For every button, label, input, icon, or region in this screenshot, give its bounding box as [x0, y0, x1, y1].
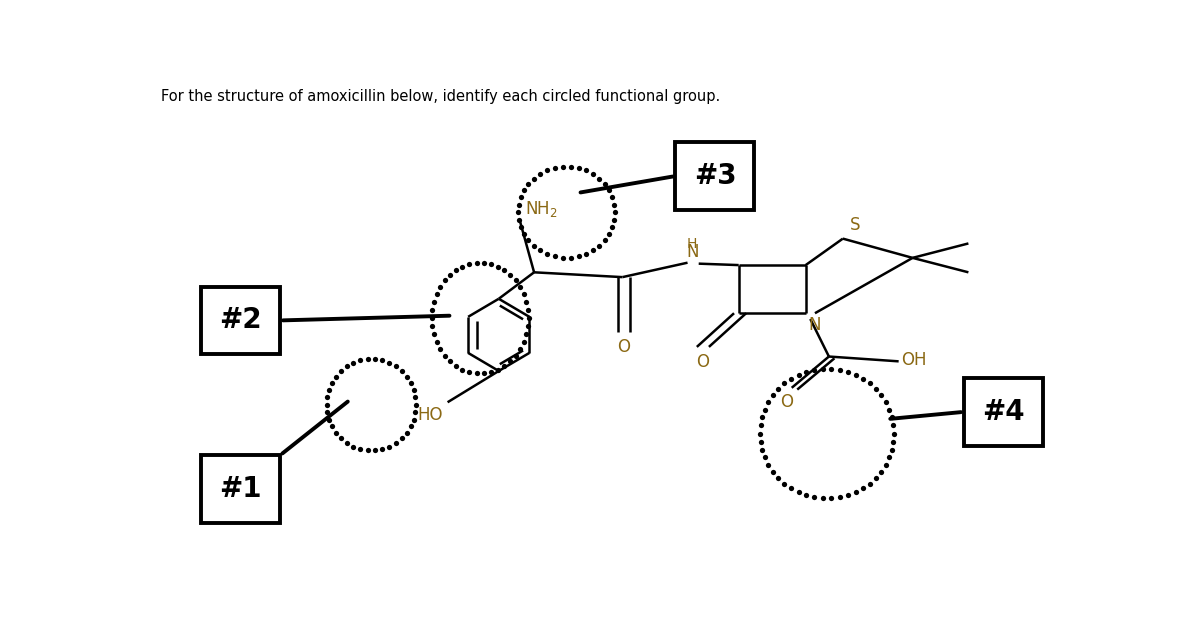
FancyBboxPatch shape: [676, 142, 755, 210]
FancyBboxPatch shape: [202, 287, 281, 354]
Text: #1: #1: [220, 475, 262, 503]
Text: N: N: [809, 316, 821, 334]
Text: O: O: [696, 352, 709, 371]
Text: For the structure of amoxicillin below, identify each circled functional group.: For the structure of amoxicillin below, …: [161, 89, 720, 104]
Text: #3: #3: [694, 162, 737, 190]
Text: H: H: [688, 237, 697, 251]
Text: S: S: [851, 216, 860, 234]
Text: O: O: [617, 338, 630, 356]
Text: #4: #4: [982, 398, 1025, 426]
Text: N: N: [686, 243, 698, 261]
Text: OH: OH: [901, 351, 926, 369]
Text: #2: #2: [220, 306, 262, 334]
Text: O: O: [780, 392, 793, 411]
FancyBboxPatch shape: [964, 378, 1043, 446]
FancyBboxPatch shape: [202, 455, 281, 522]
Text: HO: HO: [418, 406, 443, 424]
Text: NH$_2$: NH$_2$: [524, 199, 558, 219]
